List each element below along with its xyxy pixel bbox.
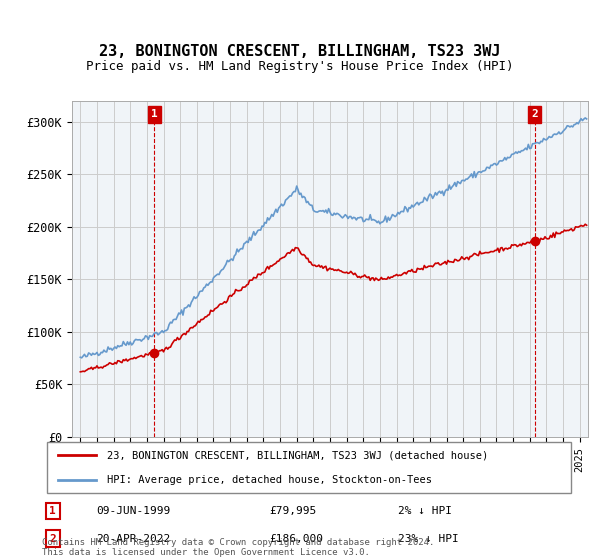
Text: 1: 1	[151, 109, 158, 119]
Text: 2: 2	[532, 109, 538, 119]
Text: HPI: Average price, detached house, Stockton-on-Tees: HPI: Average price, detached house, Stoc…	[107, 475, 432, 485]
Text: Price paid vs. HM Land Registry's House Price Index (HPI): Price paid vs. HM Land Registry's House …	[86, 60, 514, 73]
Text: 23, BONINGTON CRESCENT, BILLINGHAM, TS23 3WJ: 23, BONINGTON CRESCENT, BILLINGHAM, TS23…	[99, 44, 501, 59]
Text: Contains HM Land Registry data © Crown copyright and database right 2024.
This d: Contains HM Land Registry data © Crown c…	[42, 538, 434, 557]
Text: 1: 1	[49, 506, 56, 516]
Text: 09-JUN-1999: 09-JUN-1999	[96, 506, 170, 516]
FancyBboxPatch shape	[47, 442, 571, 493]
Text: 23, BONINGTON CRESCENT, BILLINGHAM, TS23 3WJ (detached house): 23, BONINGTON CRESCENT, BILLINGHAM, TS23…	[107, 450, 488, 460]
Text: £186,000: £186,000	[269, 534, 323, 544]
Text: 20-APR-2022: 20-APR-2022	[96, 534, 170, 544]
Text: 2: 2	[49, 534, 56, 544]
Text: £79,995: £79,995	[269, 506, 316, 516]
Text: 2% ↓ HPI: 2% ↓ HPI	[398, 506, 452, 516]
Text: 23% ↓ HPI: 23% ↓ HPI	[398, 534, 459, 544]
